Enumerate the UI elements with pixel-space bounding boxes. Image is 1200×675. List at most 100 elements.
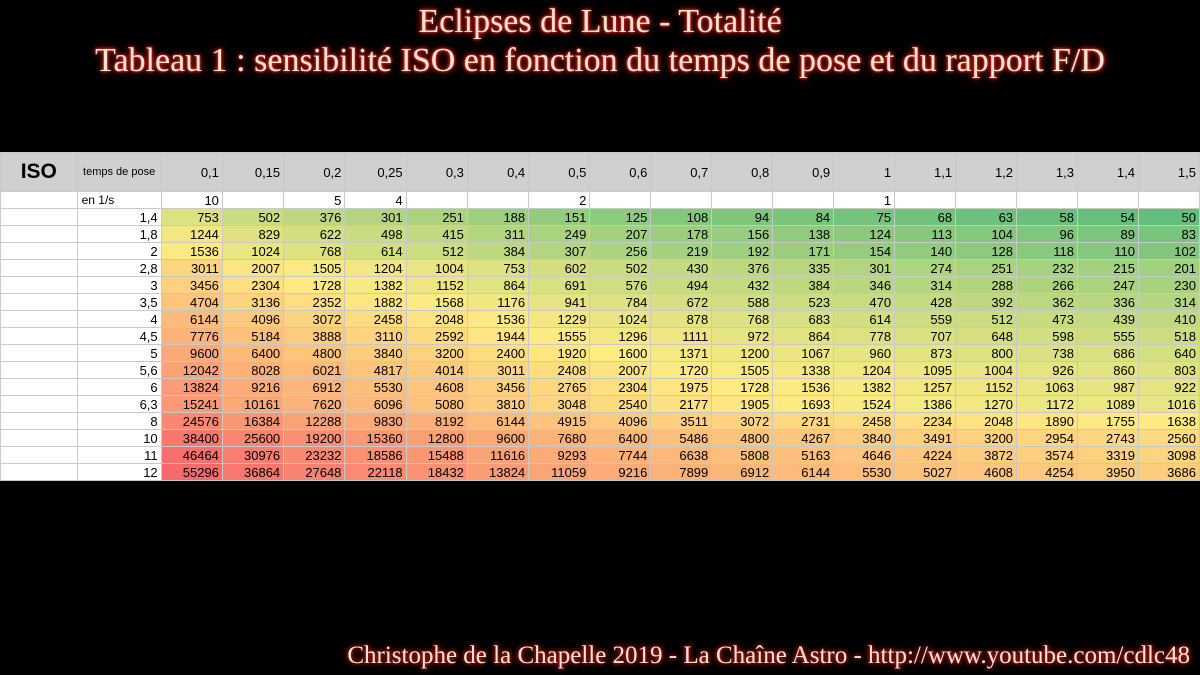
iso-value-cell: 1890	[1016, 412, 1078, 430]
blank-cell	[0, 412, 78, 430]
table-row: 4,5 7776 5184 3888 3110 2592 1944 1555 1296 1111 9…	[0, 327, 1200, 345]
iso-value-cell: 2400	[466, 344, 530, 362]
iso-value-cell: 6096	[344, 395, 407, 413]
iso-value-cell: 415	[405, 225, 468, 243]
iso-value-cell: 1536	[160, 242, 223, 260]
iso-value-cell: 219	[650, 242, 713, 260]
iso-value-cell: 3200	[405, 344, 468, 362]
iso-value-cell: 6400	[221, 344, 285, 362]
fd-ratio-label: 2	[76, 242, 162, 260]
iso-value-cell: 2304	[589, 378, 652, 396]
iso-value-cell: 614	[833, 310, 896, 328]
fd-ratio-label: 12	[76, 463, 162, 481]
iso-value-cell: 8028	[221, 361, 285, 379]
title-line-2: Tableau 1 : sensibilité ISO en fonction …	[95, 42, 1105, 79]
iso-value-cell: 1004	[405, 259, 468, 277]
iso-value-cell: 63	[955, 208, 1018, 226]
iso-value-cell: 1382	[833, 378, 896, 396]
iso-value-cell: 5027	[894, 463, 957, 481]
blank-cell	[0, 225, 78, 243]
inverse-value	[711, 191, 774, 209]
blank-cell	[0, 293, 78, 311]
iso-value-cell: 860	[1076, 361, 1139, 379]
iso-value-cell: 9293	[528, 446, 591, 464]
iso-value-cell: 266	[1016, 276, 1078, 294]
iso-value-cell: 864	[466, 276, 530, 294]
iso-value-cell: 1371	[650, 344, 713, 362]
iso-value-cell: 346	[833, 276, 896, 294]
iso-value-cell: 4267	[772, 429, 835, 447]
iso-value-cell: 987	[1076, 378, 1139, 396]
iso-value-cell: 102	[1137, 242, 1200, 260]
inverse-value: 5	[283, 191, 346, 209]
iso-value-cell: 2048	[955, 412, 1018, 430]
iso-value-cell: 84	[772, 208, 835, 226]
iso-value-cell: 1152	[405, 276, 468, 294]
iso-value-cell: 4096	[589, 412, 652, 430]
inverse-value	[405, 191, 468, 209]
iso-value-cell: 6912	[283, 378, 346, 396]
iso-value-cell: 54	[1076, 208, 1139, 226]
iso-value-cell: 3098	[1137, 446, 1200, 464]
iso-value-cell: 4608	[405, 378, 468, 396]
iso-value-cell: 4704	[160, 293, 223, 311]
iso-value-cell: 2234	[894, 412, 957, 430]
iso-value-cell: 1975	[650, 378, 713, 396]
iso-value-cell: 138	[772, 225, 835, 243]
fd-ratio-label: 4	[76, 310, 162, 328]
iso-value-cell: 512	[955, 310, 1018, 328]
iso-value-cell: 672	[650, 293, 713, 311]
inverse-value: 10	[160, 191, 223, 209]
iso-value-cell: 2177	[650, 395, 713, 413]
iso-value-cell: 1536	[466, 310, 530, 328]
table-row: 3 3456 2304 1728 1382 1152 864 691 576 494 432 384 3…	[0, 276, 1200, 294]
iso-value-cell: 11059	[528, 463, 591, 481]
iso-value-cell: 1089	[1076, 395, 1139, 413]
exposure-header: 1,4	[1076, 152, 1139, 192]
inverse-value	[955, 191, 1018, 209]
iso-value-cell: 30976	[221, 446, 285, 464]
inverse-value	[589, 191, 652, 209]
iso-value-cell: 7899	[650, 463, 713, 481]
iso-value-cell: 10161	[221, 395, 285, 413]
iso-value-cell: 7620	[283, 395, 346, 413]
iso-value-cell: 6400	[589, 429, 652, 447]
iso-value-cell: 559	[894, 310, 957, 328]
iso-value-cell: 1728	[283, 276, 346, 294]
exposure-header: 0,5	[528, 152, 591, 192]
iso-value-cell: 753	[466, 259, 530, 277]
iso-value-cell: 151	[528, 208, 591, 226]
iso-value-cell: 5530	[833, 463, 896, 481]
header-row: ISO temps de pose 0,1 0,15 0,2 0,25 0,3 0,4 0,…	[0, 152, 1200, 192]
fd-ratio-label: 2,8	[76, 259, 162, 277]
table-row: 5 9600 6400 4800 3840 3200 2400 1920 1600 1371 120…	[0, 344, 1200, 362]
iso-value-cell: 314	[1137, 293, 1200, 311]
iso-value-cell: 124	[833, 225, 896, 243]
iso-value-cell: 2540	[589, 395, 652, 413]
table-row: 4 6144 4096 3072 2458 2048 1536 1229 1024 878 768 6…	[0, 310, 1200, 328]
iso-value-cell: 1172	[1016, 395, 1078, 413]
iso-value-cell: 3456	[160, 276, 223, 294]
fd-ratio-label: 11	[76, 446, 162, 464]
iso-value-cell: 19200	[283, 429, 346, 447]
blank-cell	[0, 463, 78, 481]
blank-cell	[0, 208, 78, 226]
iso-value-cell: 2560	[1137, 429, 1200, 447]
iso-value-cell: 4915	[528, 412, 591, 430]
fd-ratio-label: 5,6	[76, 361, 162, 379]
iso-value-cell: 602	[528, 259, 591, 277]
iso-value-cell: 3888	[283, 327, 346, 345]
iso-value-cell: 6144	[466, 412, 530, 430]
iso-value-cell: 13824	[466, 463, 530, 481]
blank-cell	[0, 276, 78, 294]
iso-value-cell: 768	[711, 310, 774, 328]
iso-value-cell: 2954	[1016, 429, 1078, 447]
iso-value-cell: 9830	[344, 412, 407, 430]
iso-value-cell: 3011	[466, 361, 530, 379]
iso-value-cell: 108	[650, 208, 713, 226]
iso-value-cell: 6144	[160, 310, 223, 328]
iso-value-cell: 1505	[283, 259, 346, 277]
inverse-value	[466, 191, 530, 209]
iso-value-cell: 829	[221, 225, 285, 243]
iso-value-cell: 15241	[160, 395, 223, 413]
